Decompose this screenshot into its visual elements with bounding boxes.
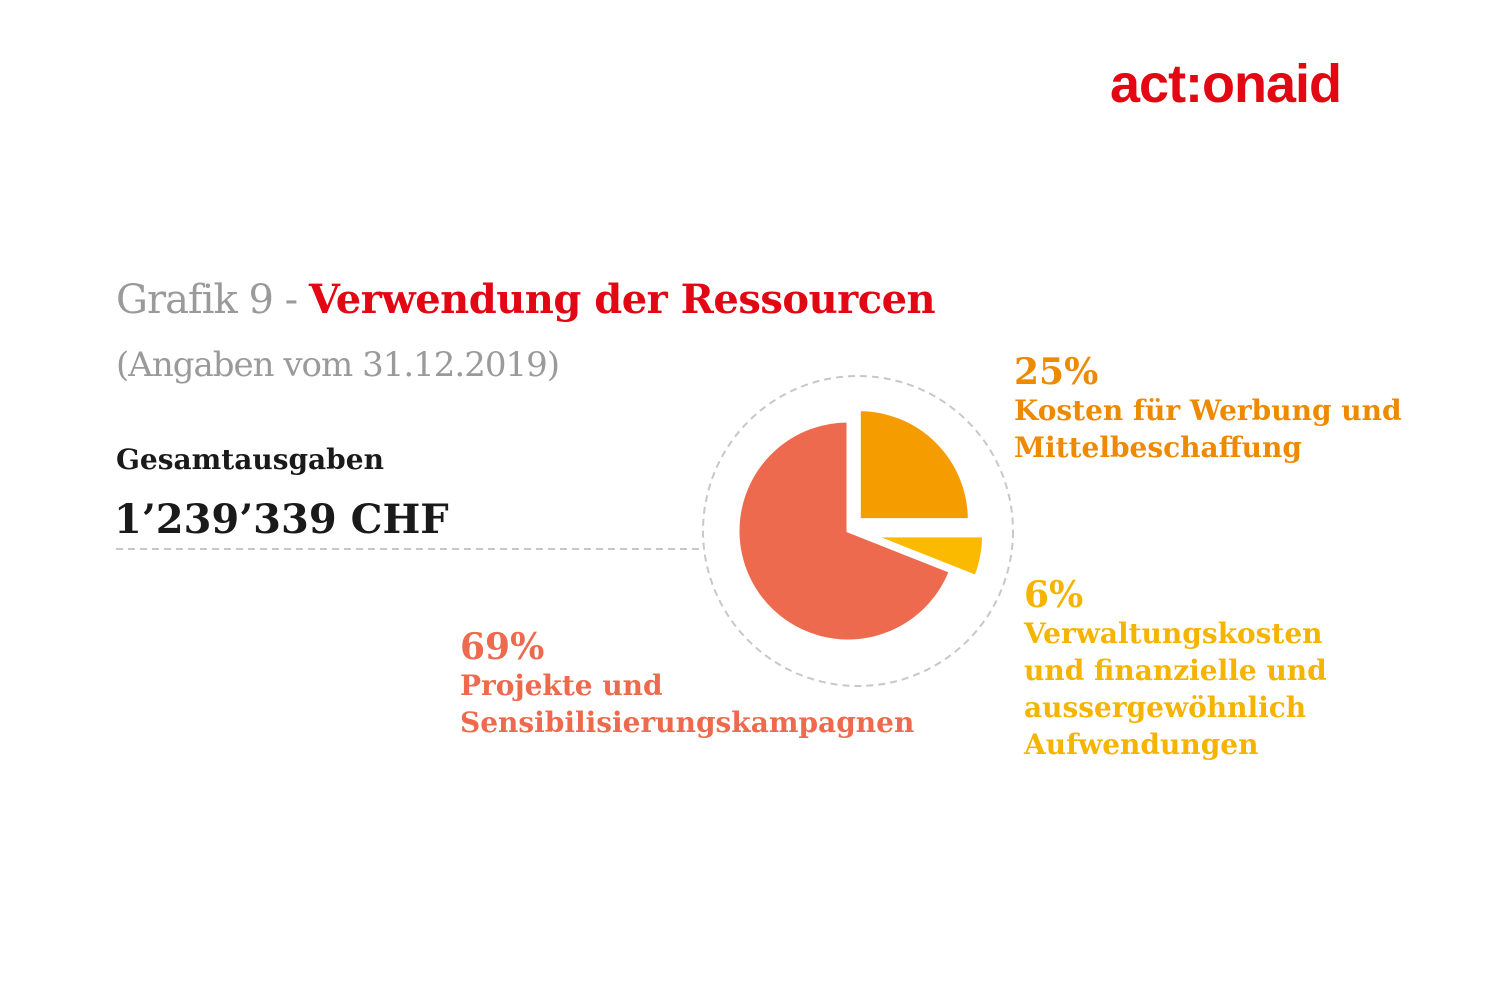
- chart-subtitle: (Angaben vom 31.12.2019): [116, 345, 560, 385]
- total-expenses-label: Gesamtausgaben: [116, 443, 384, 476]
- chart-title-main: Verwendung der Ressourcen: [308, 276, 936, 323]
- chart-title: Grafik 9 - Verwendung der Ressourcen: [116, 276, 936, 324]
- total-expenses-value: 1’239’339 CHF: [114, 496, 449, 543]
- slice-label-projekte: 69% Projekte und Sensibilisierungskampag…: [460, 627, 914, 741]
- pie-slice-verwaltung: [872, 534, 986, 579]
- pie-slice-werbung: [857, 408, 971, 522]
- actionaid-logo: act:onaid: [1110, 54, 1342, 114]
- chart-title-prefix: Grafik 9 -: [116, 277, 309, 323]
- slice-text-werbung: Kosten für Werbung und Mittelbeschaffung: [1014, 394, 1402, 464]
- pie-slices: [736, 408, 986, 643]
- pie-outline-ring: [702, 375, 1014, 687]
- slice-pct-projekte: 69%: [460, 626, 545, 668]
- slice-label-werbung: 25% Kosten für Werbung und Mittelbeschaf…: [1014, 352, 1402, 466]
- pie-slice-projekte: [736, 419, 953, 643]
- slice-text-projekte: Projekte und Sensibilisierungskampagnen: [460, 669, 915, 739]
- slice-text-verwaltung: Verwaltungskosten und finanzielle und au…: [1024, 617, 1327, 761]
- slice-pct-werbung: 25%: [1014, 351, 1099, 393]
- slice-pct-verwaltung: 6%: [1024, 574, 1084, 616]
- slice-label-verwaltung: 6% Verwaltungskosten und finanzielle und…: [1024, 575, 1327, 763]
